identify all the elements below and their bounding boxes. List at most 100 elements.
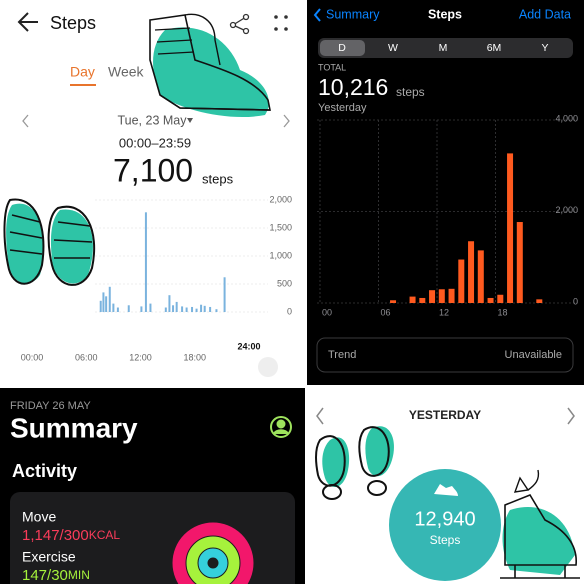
screen-title: Summary: [10, 412, 138, 443]
bar: [215, 309, 218, 312]
tab-active[interactable]: Day: [70, 64, 95, 80]
range-tab[interactable]: M: [439, 42, 448, 54]
bar: [105, 296, 108, 312]
bar: [516, 222, 523, 303]
y-tick-label: 0: [287, 306, 292, 316]
exercise-ring: [186, 536, 240, 584]
range-tab[interactable]: W: [388, 42, 398, 54]
panel-huawei: [0, 0, 305, 385]
scroll-handle[interactable]: [258, 357, 278, 377]
period: YESTERDAY: [409, 408, 481, 422]
bar: [209, 306, 212, 312]
screen-title: Steps: [50, 13, 96, 33]
move-unit: KCAL: [89, 528, 121, 542]
trend-card[interactable]: [316, 337, 574, 373]
next-arrow[interactable]: [283, 114, 290, 128]
bar: [99, 300, 102, 312]
y-tick-label: 4,000: [555, 113, 578, 123]
samsung-doodles: [314, 426, 580, 579]
trend-value: Unavailable: [505, 349, 562, 361]
more-icon[interactable]: [274, 15, 288, 31]
x-tick-label: 18:00: [183, 352, 206, 362]
move-ring: [172, 522, 254, 584]
bar: [149, 303, 152, 312]
bar: [181, 306, 184, 312]
add-data-button[interactable]: Add Data: [519, 7, 571, 21]
bar: [112, 303, 115, 312]
exercise-label: Exercise: [22, 549, 76, 565]
y-tick-label: 2,000: [555, 205, 578, 215]
range-tab[interactable]: D: [338, 42, 346, 54]
bar: [127, 305, 130, 312]
bar: [448, 288, 455, 303]
trend-label: Trend: [328, 349, 356, 361]
huawei-chart: 0 500 1,000 1,500 2,000 00:00 06:00 12:00 18:00 2…: [21, 194, 292, 362]
bar: [164, 307, 167, 312]
x-tick-label: 12: [439, 307, 449, 317]
bar: [140, 306, 143, 312]
bar: [191, 306, 194, 312]
exercise-value-number: 147/30: [22, 567, 68, 584]
bar: [175, 301, 178, 312]
exercise-unit: MIN: [68, 568, 90, 582]
dropdown-icon[interactable]: [187, 118, 193, 123]
x-tick-label: 18: [498, 307, 508, 317]
bar: [185, 307, 188, 312]
prev-arrow[interactable]: [316, 407, 324, 425]
bar: [497, 294, 504, 303]
y-tick-label: 1,000: [269, 250, 292, 260]
time-range: 00:00–23:59: [119, 135, 191, 150]
prev-arrow[interactable]: [22, 114, 29, 128]
exercise-value: 147/30MIN: [22, 567, 90, 584]
back-icon[interactable]: [17, 12, 38, 32]
bar: [200, 304, 203, 312]
back-link[interactable]: Summary: [326, 7, 380, 21]
step-unit: steps: [202, 171, 234, 186]
y-tick-label: 500: [277, 278, 292, 288]
step-unit: Steps: [430, 533, 461, 547]
x-tick-label: 00: [322, 307, 332, 317]
bar: [223, 277, 226, 312]
x-tick-label: 00:00: [21, 352, 44, 362]
date: FRIDAY 26 MAY: [10, 400, 91, 412]
total-label: TOTAL: [318, 62, 346, 72]
bar: [144, 212, 147, 312]
segmented-control: [318, 38, 573, 58]
bar: [429, 290, 436, 303]
bar: [477, 250, 484, 303]
tab-underline: [70, 84, 96, 86]
x-tick-label: 24:00: [237, 341, 260, 351]
step-total: 12,940: [414, 508, 475, 530]
bar: [487, 297, 494, 303]
segment-selected: [320, 40, 365, 56]
move-label: Move: [22, 509, 56, 525]
shoe-icon: [434, 484, 458, 496]
bar: [438, 289, 445, 303]
next-arrow[interactable]: [567, 407, 575, 425]
bar: [116, 307, 119, 312]
bar: [168, 295, 171, 312]
range-tabs: D W M 6M Y: [338, 42, 548, 54]
share-icon[interactable]: [229, 13, 250, 35]
stand-ring: [198, 548, 228, 578]
move-value-number: 1,147/300: [22, 527, 89, 544]
bar: [458, 259, 465, 303]
bar: [102, 292, 105, 312]
range-tab[interactable]: 6M: [487, 42, 502, 54]
tab[interactable]: Week: [108, 64, 145, 80]
huawei-doodles: [3, 13, 271, 286]
step-unit: steps: [396, 85, 425, 99]
bar: [468, 241, 475, 303]
back-icon[interactable]: [313, 8, 321, 22]
move-value: 1,147/300KCAL: [22, 527, 120, 544]
range-tab[interactable]: Y: [541, 42, 548, 54]
bar: [419, 297, 426, 303]
bar: [203, 305, 206, 312]
date-picker[interactable]: Tue, 23 May: [117, 113, 187, 127]
y-tick-label: 1,500: [269, 222, 292, 232]
bar: [409, 296, 416, 303]
steps-circle[interactable]: [389, 469, 501, 581]
y-tick-label: 2,000: [269, 194, 292, 204]
profile-icon[interactable]: [270, 416, 292, 438]
screen-title: Steps: [428, 7, 462, 21]
